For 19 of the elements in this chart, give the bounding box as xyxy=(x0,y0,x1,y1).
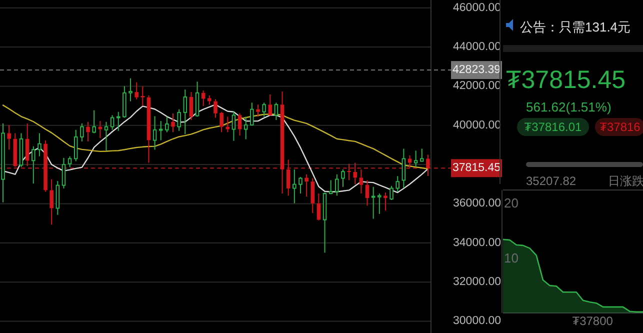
y-tick-label: 42000.00 xyxy=(453,80,501,92)
y-tick-label: 30000.00 xyxy=(453,315,501,328)
text: 公告：只需131.4元 xyxy=(520,20,631,34)
text: 35207.82 xyxy=(526,174,576,188)
y-tick-label: 20 xyxy=(504,196,518,211)
y-tick-label: 44000.00 xyxy=(453,41,501,54)
y-tick-label: 36000.00 xyxy=(453,198,501,210)
text: ₮37816.01 xyxy=(524,120,582,134)
ref-line-label: 37815.45 xyxy=(452,162,500,174)
text: 561.62(1.51%) xyxy=(526,100,612,114)
text: ₮37800 xyxy=(572,314,614,328)
ref-line-label: 42823.39 xyxy=(452,64,500,76)
text: ₮37816 xyxy=(600,120,641,134)
y-tick-label: 40000.00 xyxy=(453,119,501,132)
y-tick-label: 46000.00 xyxy=(453,2,501,14)
text: ₮37815.45 xyxy=(506,66,626,94)
y-tick-label: 32000.00 xyxy=(453,276,501,288)
y-tick-label: 34000.00 xyxy=(453,236,501,249)
y-tick-label: 10 xyxy=(504,250,518,266)
